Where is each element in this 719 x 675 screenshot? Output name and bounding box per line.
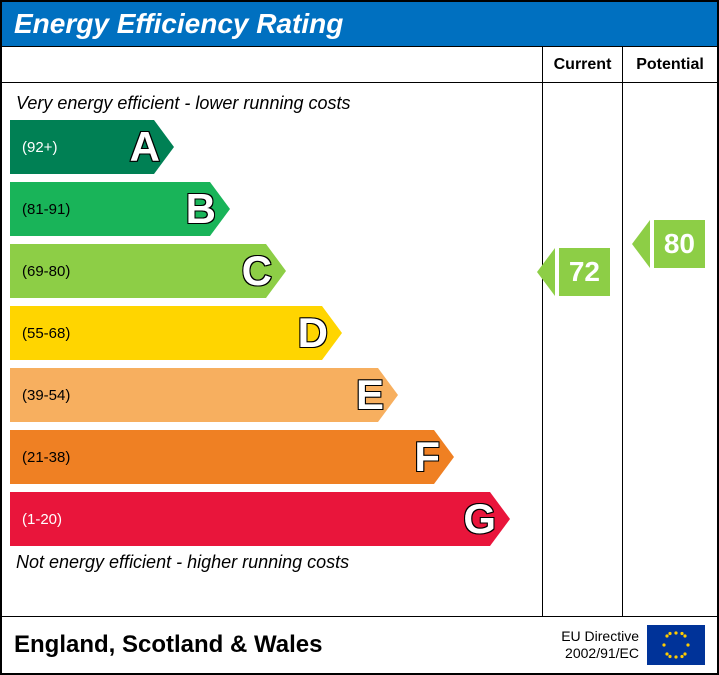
eu-directive-line1: EU Directive bbox=[561, 628, 639, 645]
band-range-e: (39-54) bbox=[10, 387, 70, 404]
col-head-current: Current bbox=[542, 47, 622, 83]
col-head-blank bbox=[2, 47, 542, 83]
band-bar-f: (21-38)F bbox=[10, 430, 434, 484]
region-label: England, Scotland & Wales bbox=[14, 631, 322, 659]
bars-container: (92+) A (81-91) B (69-80) C (55-68) D (39-54) E (2… bbox=[10, 120, 542, 546]
band-range-d: (55-68) bbox=[10, 325, 70, 342]
col-head-potential: Potential bbox=[622, 47, 717, 83]
band-row-c: (69-80) C bbox=[10, 244, 542, 298]
band-range-a: (92+) bbox=[10, 139, 57, 156]
bands-area: Very energy efficient - lower running co… bbox=[2, 83, 542, 616]
eu-directive-line2: 2002/91/EC bbox=[561, 645, 639, 662]
band-row-d: (55-68) D bbox=[10, 306, 542, 360]
band-letter-e: E bbox=[356, 371, 384, 419]
band-bar-a: (92+)A bbox=[10, 120, 154, 174]
eu-directive-text: EU Directive 2002/91/EC bbox=[561, 628, 639, 662]
band-row-e: (39-54) E bbox=[10, 368, 542, 422]
chart-footer: England, Scotland & Wales EU Directive 2… bbox=[2, 616, 717, 673]
band-row-f: (21-38) F bbox=[10, 430, 542, 484]
band-letter-b: B bbox=[186, 185, 216, 233]
band-range-b: (81-91) bbox=[10, 201, 70, 218]
band-bar-b: (81-91)B bbox=[10, 182, 210, 236]
band-range-g: (1-20) bbox=[10, 511, 62, 528]
band-row-a: (92+) A bbox=[10, 120, 542, 174]
eu-flag-icon bbox=[647, 625, 705, 665]
band-letter-g: G bbox=[463, 495, 496, 543]
potential-marker: 80 bbox=[650, 220, 713, 268]
band-letter-c: C bbox=[242, 247, 272, 295]
band-letter-d: D bbox=[298, 309, 328, 357]
chart-grid: Current Potential Very energy efficient … bbox=[2, 46, 717, 616]
band-bar-e: (39-54)E bbox=[10, 368, 378, 422]
potential-marker-value: 80 bbox=[654, 220, 705, 268]
potential-column: 80 bbox=[622, 83, 717, 616]
band-range-c: (69-80) bbox=[10, 263, 70, 280]
hint-bottom: Not energy efficient - higher running co… bbox=[16, 552, 542, 573]
band-row-g: (1-20) G bbox=[10, 492, 542, 546]
epc-chart: Energy Efficiency Rating Current Potenti… bbox=[0, 0, 719, 675]
eu-directive-block: EU Directive 2002/91/EC bbox=[561, 625, 705, 665]
current-marker-value: 72 bbox=[559, 248, 610, 296]
band-range-f: (21-38) bbox=[10, 449, 70, 466]
band-bar-d: (55-68)D bbox=[10, 306, 322, 360]
band-letter-a: A bbox=[130, 123, 160, 171]
hint-top: Very energy efficient - lower running co… bbox=[16, 93, 542, 114]
band-bar-c: (69-80)C bbox=[10, 244, 266, 298]
band-letter-f: F bbox=[414, 433, 440, 481]
current-marker: 72 bbox=[555, 248, 618, 296]
band-bar-g: (1-20)G bbox=[10, 492, 490, 546]
chart-title: Energy Efficiency Rating bbox=[2, 2, 717, 46]
current-column: 72 bbox=[542, 83, 622, 616]
band-row-b: (81-91) B bbox=[10, 182, 542, 236]
